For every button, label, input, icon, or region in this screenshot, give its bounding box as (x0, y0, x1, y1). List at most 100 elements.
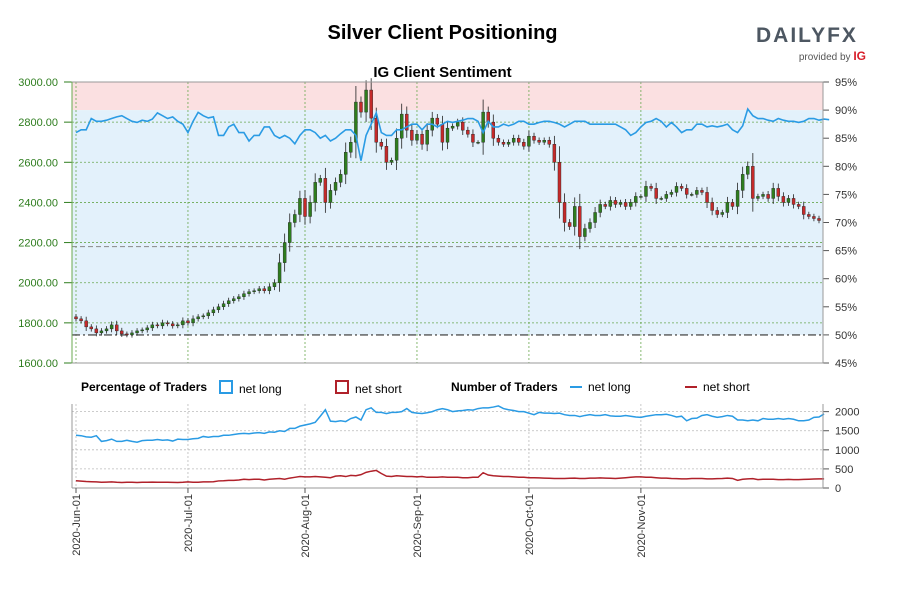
candle-body (293, 214, 297, 223)
candle-body (232, 298, 236, 301)
candle-body (160, 322, 165, 327)
upper-zone-fill (72, 82, 823, 111)
price-tick-label: 1600.00 (18, 358, 58, 370)
count-tick-label: 500 (835, 464, 853, 476)
candle-body (491, 121, 496, 139)
candle-body (511, 137, 516, 143)
candle-body (771, 188, 775, 199)
candle-body (583, 228, 587, 237)
candle-body (130, 332, 134, 336)
candle-body (542, 140, 546, 143)
candle-body (746, 166, 750, 175)
candle-body (374, 117, 378, 143)
candle-body (89, 326, 93, 330)
lower-zone-fill (72, 110, 823, 335)
candle-body (369, 89, 373, 119)
candle-body (125, 333, 129, 336)
candle-body (796, 204, 801, 207)
candle-body (649, 186, 653, 189)
legend-long-swatch (219, 380, 233, 394)
brand-fx: FX (827, 24, 858, 47)
candle-body (695, 190, 699, 195)
date-tick-label: 2020-Sep-01 (412, 494, 424, 558)
candle-body (461, 121, 465, 131)
candle-body (191, 318, 195, 324)
candle-body (761, 194, 765, 197)
candle-body (791, 198, 796, 205)
date-tick-label: 2020-Aug-01 (300, 494, 312, 558)
candle-body (522, 142, 526, 147)
candle-body (109, 324, 114, 330)
pct-tick-label: 70% (835, 218, 857, 230)
pct-tick-label: 60% (835, 274, 857, 286)
candle-body (639, 196, 643, 198)
candle-body (506, 142, 511, 145)
candle-body (664, 194, 669, 199)
candle-body (603, 204, 607, 207)
candle-body (394, 137, 399, 161)
price-tick-label: 2200.00 (18, 238, 58, 250)
candle-body (455, 121, 460, 127)
candle-body (527, 135, 531, 147)
candle-body (221, 303, 226, 307)
pct-tick-label: 80% (835, 161, 857, 173)
price-tick-label: 2600.00 (18, 157, 58, 169)
candle-body (573, 206, 577, 227)
candle-body (435, 117, 440, 125)
pct-tick-label: 90% (835, 105, 857, 117)
candle-body (364, 89, 368, 113)
candle-body (786, 198, 791, 203)
candle-body (781, 196, 786, 203)
candle-body (318, 178, 322, 183)
candle-body (720, 212, 725, 215)
legend-pct-title: Percentage of Traders (81, 380, 208, 394)
candle-body (598, 204, 602, 213)
candle-body (466, 129, 470, 135)
candle-body (450, 125, 455, 129)
candle-body (379, 142, 384, 147)
net-long-count-line (75, 405, 825, 443)
candle-body (679, 186, 684, 189)
candle-body (725, 202, 730, 213)
candle-body (359, 101, 363, 113)
candle-body (308, 202, 312, 217)
pct-tick-label: 75% (835, 189, 857, 201)
candle-body (735, 190, 740, 207)
candle-body (344, 152, 348, 175)
candle-body (567, 222, 572, 227)
candle-body (155, 324, 160, 327)
chart-title: Silver Client Positioning (327, 22, 558, 44)
upper-plot-frame (71, 81, 824, 364)
candle-body (476, 142, 480, 144)
price-tick-label: 2800.00 (18, 117, 58, 129)
candle-body (226, 300, 231, 304)
candle-body (399, 113, 404, 139)
count-tick-label: 2000 (835, 407, 859, 419)
candle-body (170, 323, 175, 327)
count-tick-label: 1000 (835, 445, 859, 457)
candle-body (613, 200, 618, 205)
candle-body (303, 198, 307, 217)
dailyfx-logo: DAILYFX provided by IG (756, 24, 866, 63)
candle-body (557, 162, 562, 203)
candle-body (288, 222, 292, 243)
candle-body (807, 214, 811, 217)
candle-body (272, 282, 277, 287)
candle-body (206, 312, 211, 317)
candle-body (588, 222, 592, 229)
candle-body (608, 200, 613, 207)
candle-body (410, 129, 414, 141)
candle-body (333, 182, 338, 191)
candle-body (634, 196, 638, 203)
candle-body (578, 206, 582, 237)
candle-body (776, 188, 780, 197)
candle-body (618, 202, 623, 205)
candle-body (84, 320, 88, 328)
candle-body (629, 202, 633, 207)
candle-body (201, 315, 205, 318)
candle-body (165, 322, 170, 325)
candle-body (471, 133, 475, 143)
candle-body (104, 328, 109, 332)
legend-short-line (685, 386, 697, 388)
candle-body (196, 316, 200, 320)
